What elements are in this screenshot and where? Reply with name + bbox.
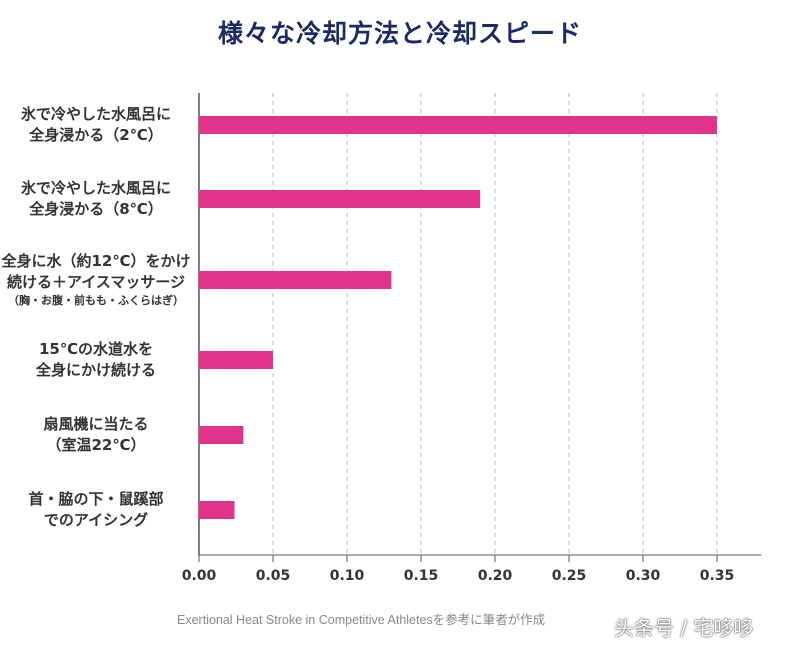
category-label: 氷で冷やした水風呂に 全身浸かる（2℃）: [0, 104, 192, 146]
category-label-line: でのアイシング: [43, 511, 149, 529]
chart-title: 様々な冷却方法と冷却スピード: [217, 19, 582, 48]
x-tick-label: 0.30: [625, 568, 661, 584]
x-tick-label: 0.35: [699, 568, 735, 584]
category-label-line: （室温22℃）: [46, 436, 146, 454]
category-label: 扇風機に当たる （室温22℃）: [0, 414, 192, 456]
category-label: 15℃の水道水を 全身にかけ続ける: [0, 339, 192, 381]
category-label-line: 全身に水（約12℃）をかけ: [1, 252, 191, 270]
category-label-line: 氷で冷やした水風呂に: [20, 179, 171, 197]
source-note: Exertional Heat Stroke in Competitive At…: [177, 613, 546, 627]
x-tick-label: 0.00: [181, 568, 217, 584]
bar: [199, 271, 392, 289]
category-label-line: 首・脇の下・鼠蹊部: [28, 490, 164, 508]
category-label-line: （胸・お腹・前もも・ふくらはぎ）: [8, 294, 184, 307]
bar: [199, 190, 481, 208]
category-label: 首・脇の下・鼠蹊部 でのアイシング: [0, 489, 192, 531]
x-tick-label: 0.15: [403, 568, 439, 584]
x-tick-label: 0.05: [255, 568, 291, 584]
bar: [199, 116, 717, 134]
category-label-line: 全身浸かる（8℃）: [29, 200, 163, 218]
watermark: 头条号 / 宅哆哆: [614, 616, 754, 640]
bar: [199, 501, 235, 519]
category-label-line: 続ける＋アイスマッサージ: [6, 273, 186, 291]
bar: [199, 351, 273, 369]
category-label-line: 氷で冷やした水風呂に: [20, 105, 171, 123]
x-tick-label: 0.25: [551, 568, 587, 584]
bar: [199, 426, 244, 444]
category-label-line: 扇風機に当たる: [43, 415, 149, 433]
x-tick-label: 0.20: [477, 568, 513, 584]
category-label: 全身に水（約12℃）をかけ 続ける＋アイスマッサージ （胸・お腹・前もも・ふくらはぎ…: [0, 251, 192, 309]
x-tick-label: 0.10: [329, 568, 365, 584]
category-label-line: 全身浸かる（2℃）: [29, 126, 163, 144]
category-label: 氷で冷やした水風呂に 全身浸かる（8℃）: [0, 178, 192, 220]
category-label-line: 15℃の水道水を: [38, 340, 154, 358]
category-label-line: 全身にかけ続ける: [35, 361, 156, 379]
